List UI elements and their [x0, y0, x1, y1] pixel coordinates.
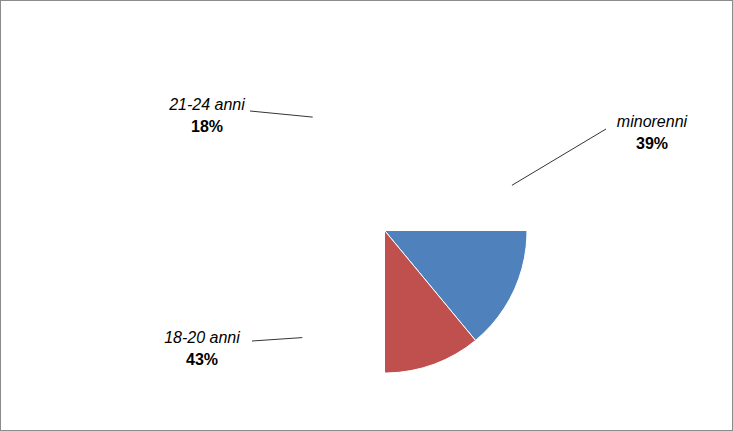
data-labels: minorenni 39% 18-20 anni 43% 21-24 anni 18%: [164, 96, 687, 368]
leader-line: [250, 111, 313, 117]
value-label: 18%: [191, 118, 223, 135]
value-label: 43%: [186, 351, 218, 368]
pie-slice: [385, 231, 476, 373]
chart-frame: [1, 1, 733, 431]
category-label: minorenni: [617, 113, 688, 130]
pie-plot: [385, 231, 527, 373]
value-label: 39%: [636, 135, 668, 152]
leader-line: [252, 338, 302, 341]
category-label: 18-20 anni: [164, 329, 240, 346]
category-label: 21-24 anni: [168, 96, 245, 113]
leader-line: [512, 129, 606, 185]
